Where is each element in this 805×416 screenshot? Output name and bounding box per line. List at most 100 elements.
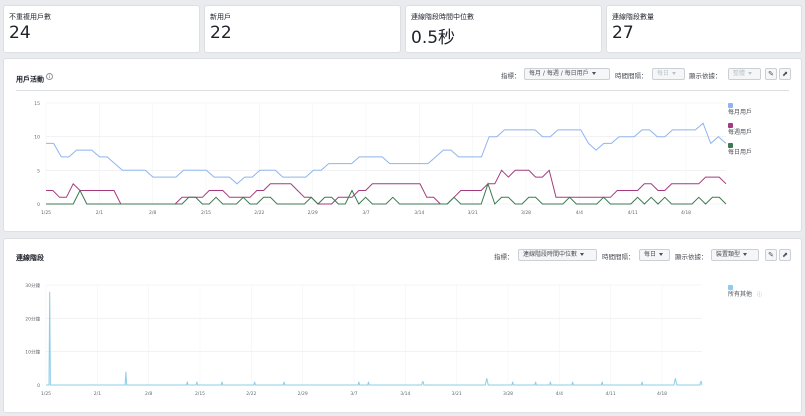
x-tick-label: 4/18	[681, 210, 691, 216]
display-label: 顯示依據：	[675, 253, 708, 261]
chevron-down-icon	[748, 72, 753, 75]
info-icon[interactable]: i	[46, 73, 53, 80]
stat-value: 27	[612, 23, 634, 43]
legend-label[interactable]: 所有其他	[728, 290, 752, 298]
metric-select[interactable]: 連線階段時間中位數	[518, 249, 597, 261]
display-select-value: 裝置類型	[716, 251, 741, 258]
interval-label: 時間間隔：	[615, 72, 648, 80]
legend-swatch[interactable]	[728, 143, 733, 148]
pin-button[interactable]: ✎	[765, 249, 777, 261]
stat-label: 新用戶	[210, 13, 231, 21]
pin-button[interactable]: ✎	[765, 68, 777, 80]
display-select[interactable]: 整體	[728, 68, 761, 80]
legend-label[interactable]: 每週用戶	[728, 128, 752, 136]
metric-label: 指標：	[501, 72, 521, 80]
series-line-2	[46, 182, 727, 205]
display-label: 顯示依據：	[689, 72, 722, 80]
x-tick-label: 2/1	[96, 210, 103, 216]
y-tick-label: 30分鐘	[25, 282, 40, 289]
y-tick-label: 0	[37, 202, 40, 208]
legend-swatch[interactable]	[728, 123, 733, 128]
panel-divider	[16, 90, 789, 91]
x-tick-label: 3/14	[400, 391, 410, 397]
x-tick-label: 1/25	[41, 391, 51, 397]
stat-card-unique-users: 不重複用戶數 24	[3, 5, 200, 53]
x-tick-label: 1/25	[41, 210, 51, 216]
metric-label: 指標：	[494, 253, 514, 261]
display-select[interactable]: 裝置類型	[711, 249, 759, 261]
legend-label[interactable]: 每月用戶	[728, 108, 752, 116]
series-line-0	[46, 122, 727, 185]
legend-label[interactable]: 每日用戶	[728, 148, 752, 156]
x-tick-label: 2/1	[94, 391, 101, 397]
interval-label: 時間間隔：	[602, 253, 635, 261]
metric-select[interactable]: 每月 / 每週 / 每日用戶	[524, 68, 610, 80]
metric-select-value: 連線階段時間中位數	[523, 251, 578, 258]
chevron-down-icon	[743, 253, 748, 256]
stat-value: 24	[9, 23, 31, 43]
interval-select[interactable]: 每日	[639, 249, 670, 261]
interval-select-value: 每日	[644, 251, 657, 258]
stat-value: 22	[210, 23, 232, 43]
stat-label: 不重複用戶數	[9, 13, 51, 21]
interval-select-value: 每日	[657, 70, 670, 77]
user-activity-chart: 15 10 5 01/25 2/1 2/8 2/15 2/22 2/29 3/7 3/14 3/21 3…	[34, 101, 752, 216]
x-tick-label: 2/22	[246, 391, 256, 397]
panel-title: 連線階段	[16, 254, 44, 262]
x-tick-label: 4/11	[628, 210, 638, 216]
chevron-down-icon	[659, 253, 664, 256]
series-line-1	[46, 169, 727, 205]
y-tick-label: 10	[34, 135, 40, 141]
expand-button[interactable]: ⬈	[779, 249, 791, 261]
x-tick-label: 3/14	[414, 210, 424, 216]
chevron-down-icon	[672, 72, 677, 75]
panel-title: 用戶活動 i	[16, 73, 53, 84]
panel-title-text: 用戶活動	[16, 75, 44, 84]
info-icon[interactable]: ⓘ	[757, 291, 762, 298]
y-tick-label: 0	[37, 383, 40, 389]
expand-button[interactable]: ⬈	[779, 68, 791, 80]
stat-card-median-session: 連線階段時間中位數 0.5秒	[405, 5, 602, 53]
y-tick-label: 20分鐘	[25, 315, 40, 322]
x-tick-label: 4/4	[576, 210, 583, 216]
stat-card-session-count: 連線階段數量 27	[606, 5, 802, 53]
stat-value: 0.5秒	[411, 28, 456, 48]
y-tick-label: 5	[37, 168, 40, 174]
stat-label: 連線階段時間中位數	[411, 13, 474, 21]
display-select-value: 整體	[733, 70, 746, 77]
metric-select-value: 每月 / 每週 / 每日用戶	[529, 70, 589, 77]
x-tick-label: 2/22	[254, 210, 264, 216]
x-tick-label: 3/7	[350, 391, 357, 397]
pin-icon: ✎	[768, 251, 774, 259]
chevron-down-icon	[591, 72, 596, 75]
x-tick-label: 2/29	[298, 391, 308, 397]
x-tick-label: 2/15	[195, 391, 205, 397]
x-tick-label: 2/8	[145, 391, 152, 397]
x-tick-label: 3/7	[362, 210, 369, 216]
x-tick-label: 4/4	[556, 391, 563, 397]
user-activity-panel: 用戶活動 i 指標： 每月 / 每週 / 每日用戶 時間間隔： 每日 顯示依據： …	[3, 58, 802, 232]
stat-card-new-users: 新用戶 22	[204, 5, 401, 53]
interval-select[interactable]: 每日	[652, 68, 685, 80]
legend-swatch[interactable]	[728, 103, 733, 108]
expand-icon: ⬈	[782, 70, 788, 78]
y-tick-label: 10分鐘	[25, 349, 40, 356]
stat-label: 連線階段數量	[612, 13, 654, 21]
x-tick-label: 4/11	[606, 391, 616, 397]
series-line-0	[46, 291, 703, 386]
y-tick-label: 15	[34, 101, 40, 107]
x-tick-label: 2/8	[149, 210, 156, 216]
x-tick-label: 2/15	[201, 210, 211, 216]
x-tick-label: 3/28	[503, 391, 513, 397]
x-tick-label: 4/18	[657, 391, 667, 397]
expand-icon: ⬈	[782, 251, 788, 259]
x-tick-label: 3/21	[468, 210, 478, 216]
x-tick-label: 3/21	[452, 391, 462, 397]
pin-icon: ✎	[768, 70, 774, 78]
x-tick-label: 3/28	[521, 210, 531, 216]
legend-swatch[interactable]	[728, 285, 733, 290]
x-tick-label: 2/29	[308, 210, 318, 216]
chevron-down-icon	[580, 253, 585, 256]
sessions-panel: 連線階段 指標： 連線階段時間中位數 時間間隔： 每日 顯示依據： 裝置類型 ✎…	[3, 238, 802, 413]
sessions-chart: 30分鐘 20分鐘 10分鐘 01/25 2/1 2/8 2/15 2/22 2/29 3/7 3/…	[25, 282, 762, 397]
